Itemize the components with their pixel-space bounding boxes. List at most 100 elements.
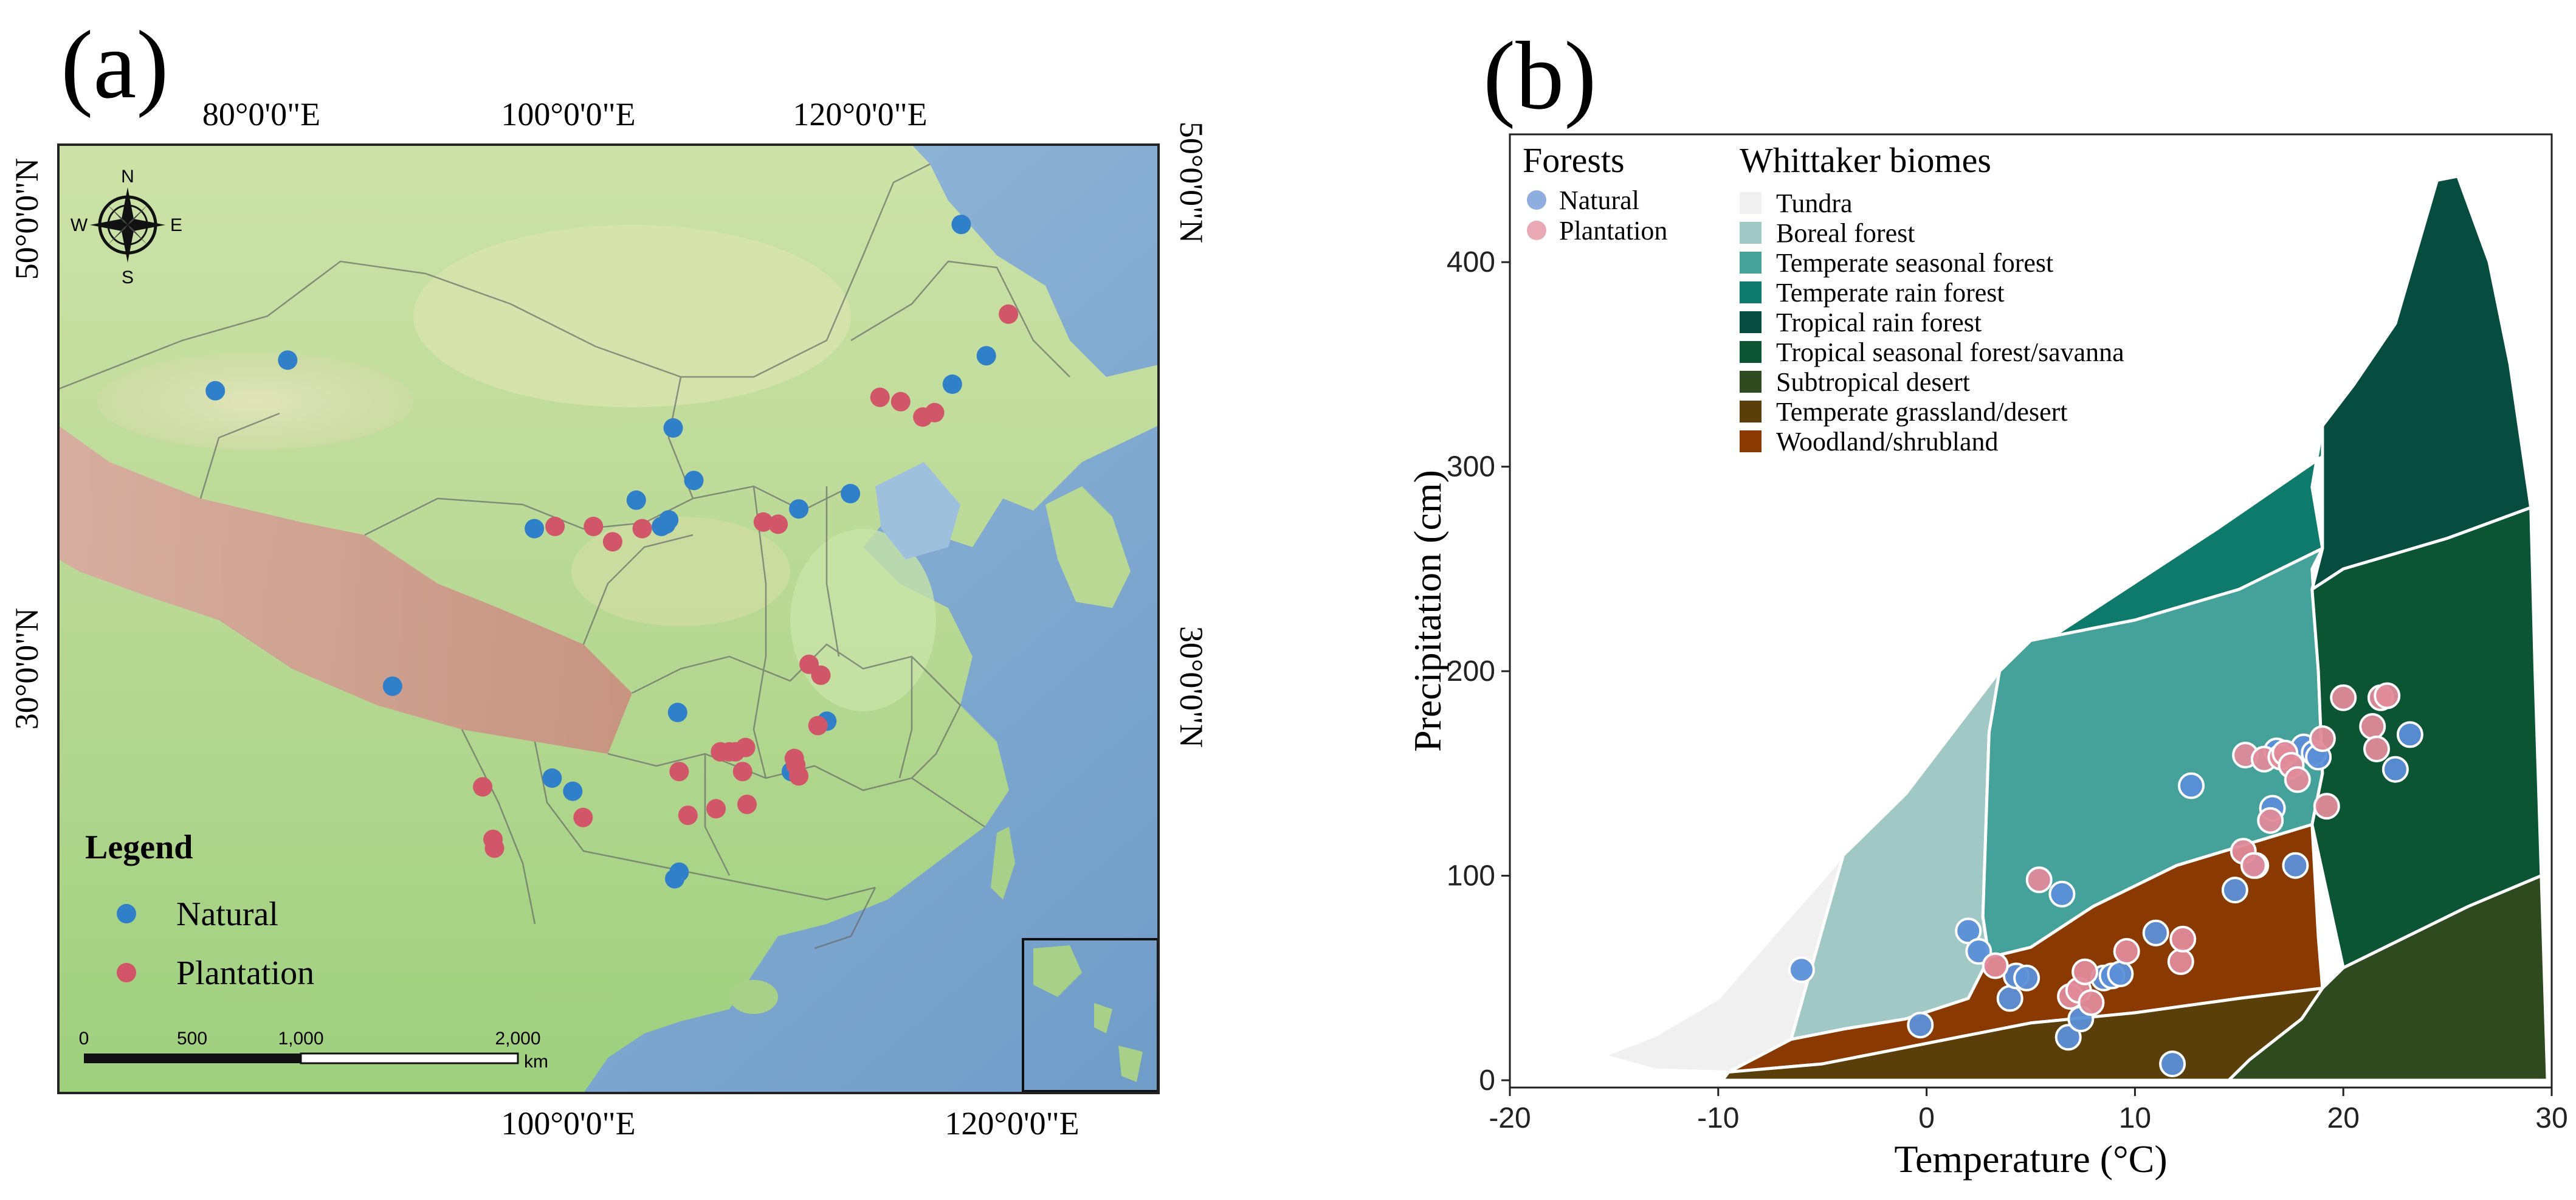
point-natural-13 bbox=[2142, 919, 2169, 947]
scale-tick-1000: 1,000 bbox=[278, 1029, 323, 1049]
point-natural-15 bbox=[2178, 772, 2205, 799]
site-plantation-12 bbox=[811, 665, 831, 685]
compass-rose-icon: N S E W bbox=[71, 167, 182, 288]
site-natural-22 bbox=[665, 869, 684, 889]
lat-label-left-30: 30°0'0"N bbox=[9, 608, 45, 729]
y-tick-label-1: 100 bbox=[1447, 860, 1495, 892]
legend-forest-natural-marker bbox=[1527, 190, 1546, 210]
lon-label-bottom-100: 100°0'0"E bbox=[501, 1105, 635, 1142]
biome-legend-label-6: Subtropical desert bbox=[1776, 367, 1970, 397]
legend-forest-natural: Natural bbox=[1559, 185, 1639, 215]
biome-legend-swatch-8 bbox=[1740, 430, 1762, 452]
scale-tick-0: 0 bbox=[79, 1029, 89, 1049]
site-plantation-13 bbox=[808, 716, 828, 736]
map-taiwan bbox=[991, 827, 1015, 900]
site-plantation-8 bbox=[632, 519, 652, 539]
site-plantation-0 bbox=[999, 304, 1019, 324]
lon-label-top-80: 80°0'0"E bbox=[202, 96, 320, 133]
site-natural-0 bbox=[951, 215, 971, 235]
point-plantation-24 bbox=[2374, 682, 2401, 709]
point-plantation-17 bbox=[2284, 766, 2311, 793]
point-plantation-22 bbox=[2363, 736, 2390, 762]
legend-natural-label: Natural bbox=[176, 895, 278, 933]
map-plateau bbox=[58, 426, 632, 754]
point-plantation-7 bbox=[2167, 948, 2194, 975]
site-plantation-24 bbox=[573, 807, 593, 827]
point-natural-8 bbox=[2054, 1024, 2082, 1051]
site-plantation-10 bbox=[768, 514, 788, 534]
site-plantation-2 bbox=[890, 391, 911, 412]
site-plantation-18 bbox=[735, 737, 756, 757]
site-plantation-9 bbox=[753, 512, 773, 532]
site-natural-12 bbox=[841, 484, 861, 503]
scale-bar-black bbox=[84, 1053, 301, 1063]
site-natural-2 bbox=[278, 350, 298, 370]
point-plantation-20 bbox=[2330, 684, 2357, 711]
y-tick-label-4: 400 bbox=[1447, 246, 1495, 278]
site-plantation-26 bbox=[706, 799, 726, 819]
point-plantation-6 bbox=[2113, 938, 2140, 965]
point-natural-3 bbox=[1965, 938, 1992, 965]
scale-tick-2000: 2,000 bbox=[495, 1029, 540, 1049]
site-plantation-14 bbox=[669, 762, 689, 782]
biome-legend-swatch-0 bbox=[1740, 192, 1762, 214]
compass-s: S bbox=[122, 267, 134, 288]
biome-legend-swatch-3 bbox=[1740, 281, 1762, 303]
map-gobi bbox=[413, 225, 851, 407]
site-natural-7 bbox=[626, 490, 646, 510]
site-plantation-25 bbox=[678, 805, 698, 826]
x-tick-label-0: -20 bbox=[1489, 1102, 1531, 1134]
forest-legend-title: Forests bbox=[1523, 140, 1625, 180]
site-natural-19 bbox=[542, 768, 562, 788]
biome-legend-label-3: Temperate rain forest bbox=[1776, 278, 2005, 308]
point-natural-25 bbox=[2396, 721, 2423, 748]
compass-w: W bbox=[71, 215, 88, 235]
biome-legend-swatch-5 bbox=[1740, 341, 1762, 363]
point-plantation-18 bbox=[2309, 725, 2336, 753]
biome-legend-swatch-7 bbox=[1740, 401, 1762, 422]
map-hainan bbox=[729, 980, 778, 1014]
x-tick-label-1: -10 bbox=[1697, 1102, 1739, 1134]
biome-legend-swatch-4 bbox=[1740, 311, 1762, 333]
site-natural-5 bbox=[663, 418, 683, 438]
point-natural-12 bbox=[2107, 960, 2134, 987]
point-natural-20 bbox=[2282, 852, 2309, 879]
site-natural-13 bbox=[525, 519, 545, 539]
biome-legend-title: Whittaker biomes bbox=[1740, 140, 1991, 180]
compass-n: N bbox=[121, 167, 134, 187]
site-natural-20 bbox=[563, 781, 583, 801]
lon-label-top-100: 100°0'0"E bbox=[501, 96, 635, 133]
lat-label-right-30: 30°0'0"N bbox=[1173, 626, 1210, 748]
x-tick-label-2: 0 bbox=[1918, 1102, 1935, 1134]
map-inset-islands bbox=[1033, 945, 1143, 1082]
scale-tick-500: 500 bbox=[177, 1029, 207, 1049]
y-axis-title: Precipitation (cm) bbox=[1406, 470, 1449, 752]
point-plantation-0 bbox=[1982, 952, 2009, 979]
forest-legend: Forests Natural Plantation bbox=[1523, 140, 1667, 246]
map-frame bbox=[57, 143, 1160, 1094]
x-tick-label-5: 30 bbox=[2535, 1102, 2567, 1134]
point-plantation-21 bbox=[2359, 713, 2386, 740]
point-natural-7 bbox=[2048, 880, 2076, 908]
biome-legend-label-8: Woodland/shrubland bbox=[1776, 427, 1999, 457]
map-loess bbox=[571, 517, 790, 626]
y-tick-label-3: 300 bbox=[1447, 451, 1495, 483]
biome-legend-label-1: Boreal forest bbox=[1776, 218, 1915, 248]
site-plantation-23 bbox=[473, 777, 493, 797]
site-natural-3 bbox=[976, 346, 996, 366]
point-plantation-13 bbox=[2257, 807, 2284, 834]
site-plantation-7 bbox=[602, 532, 622, 552]
point-plantation-5 bbox=[2078, 989, 2105, 1016]
scale-bar-white bbox=[300, 1052, 519, 1064]
site-plantation-27 bbox=[737, 795, 757, 815]
map-legend: Legend Natural Plantation bbox=[85, 829, 314, 992]
biome-legend-label-5: Tropical seasonal forest/savanna bbox=[1776, 337, 2124, 367]
point-natural-0 bbox=[1788, 956, 1815, 984]
legend-forest-plantation-marker bbox=[1527, 221, 1546, 240]
point-natural-4 bbox=[1996, 985, 2023, 1012]
map-legend-title: Legend bbox=[85, 829, 193, 866]
site-natural-16 bbox=[667, 703, 687, 722]
